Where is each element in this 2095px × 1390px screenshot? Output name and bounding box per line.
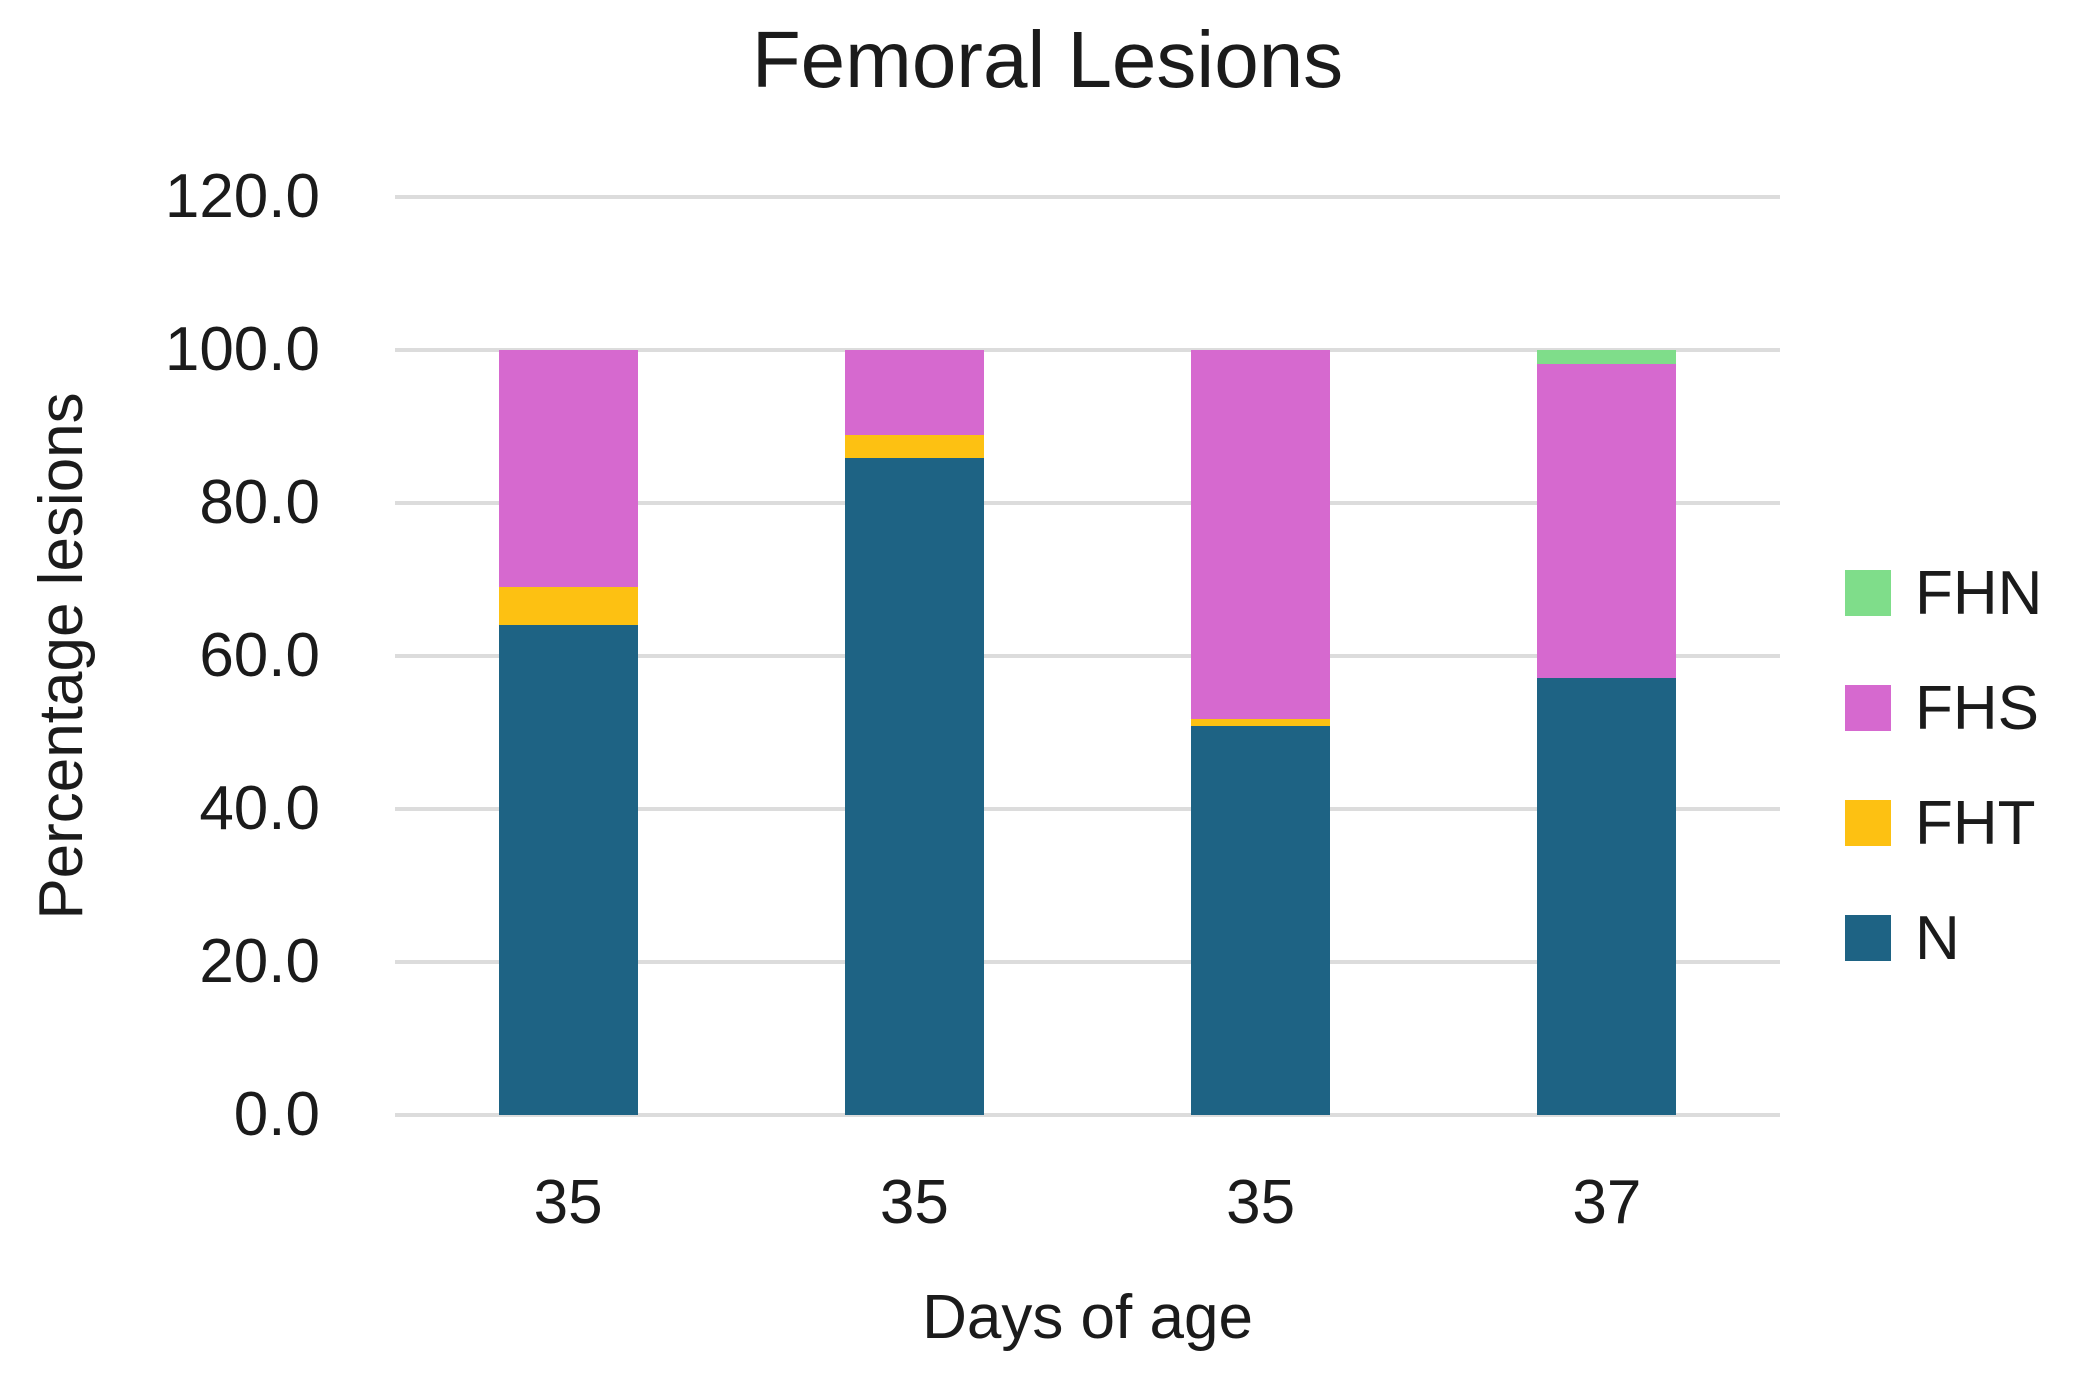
y-tick-label: 20.0 [199, 927, 320, 996]
legend-swatch-fht [1845, 800, 1891, 846]
x-tick-label-4: 37 [1572, 1168, 1642, 1237]
y-tick-label: 40.0 [199, 774, 320, 843]
legend-entry-fhn: FHN [1845, 554, 2042, 632]
legend-swatch-fhs [1845, 685, 1891, 731]
x-axis-title: Days of age [922, 1283, 1253, 1352]
legend-swatch-n [1845, 915, 1891, 961]
legend-label-fhn: FHN [1915, 558, 2043, 628]
chart-title: Femoral Lesions [751, 15, 1344, 104]
bar-segment-fht-cat3 [1191, 718, 1331, 726]
bar-segment-n-cat3 [1191, 725, 1331, 1115]
gridline-0 [395, 1113, 1780, 1117]
bar-segment-fhs-cat3 [1191, 350, 1331, 719]
legend-entry-n: N [1845, 899, 2042, 977]
x-tick-label-1: 35 [533, 1168, 603, 1237]
y-tick-label: 120.0 [164, 162, 320, 231]
plot-area [395, 195, 1780, 1117]
x-tick-label-3: 35 [1226, 1168, 1296, 1237]
gridline-120 [395, 195, 1780, 199]
legend-swatch-fhn [1845, 570, 1891, 616]
bar-segment-fht-cat2 [844, 434, 984, 458]
legend-label-fhs: FHS [1915, 673, 2039, 743]
bar-segment-fhs-cat1 [498, 350, 638, 588]
bar-segment-n-cat2 [844, 457, 984, 1115]
bar-segment-fhs-cat4 [1537, 363, 1677, 679]
bar-segment-fhs-cat2 [844, 350, 984, 435]
gridline-40 [395, 807, 1780, 811]
legend-entry-fhs: FHS [1845, 669, 2042, 747]
legend-label-n: N [1915, 903, 1960, 973]
gridline-20 [395, 960, 1780, 964]
bar-segment-n-cat1 [498, 624, 638, 1115]
gridline-100 [395, 348, 1780, 352]
bar-segment-fht-cat1 [498, 587, 638, 625]
y-tick-label: 60.0 [199, 621, 320, 690]
gridline-60 [395, 654, 1780, 658]
legend-entry-fht: FHT [1845, 784, 2042, 862]
x-tick-label-2: 35 [879, 1168, 949, 1237]
y-tick-label: 0.0 [233, 1080, 320, 1149]
bar-segment-fhn-cat4 [1537, 350, 1677, 364]
y-tick-label: 100.0 [164, 315, 320, 384]
bar-segment-n-cat4 [1537, 678, 1677, 1115]
legend-label-fht: FHT [1915, 788, 2036, 858]
legend: FHN FHS FHT N [1845, 554, 2042, 1014]
y-tick-label: 80.0 [199, 468, 320, 537]
gridline-80 [395, 501, 1780, 505]
